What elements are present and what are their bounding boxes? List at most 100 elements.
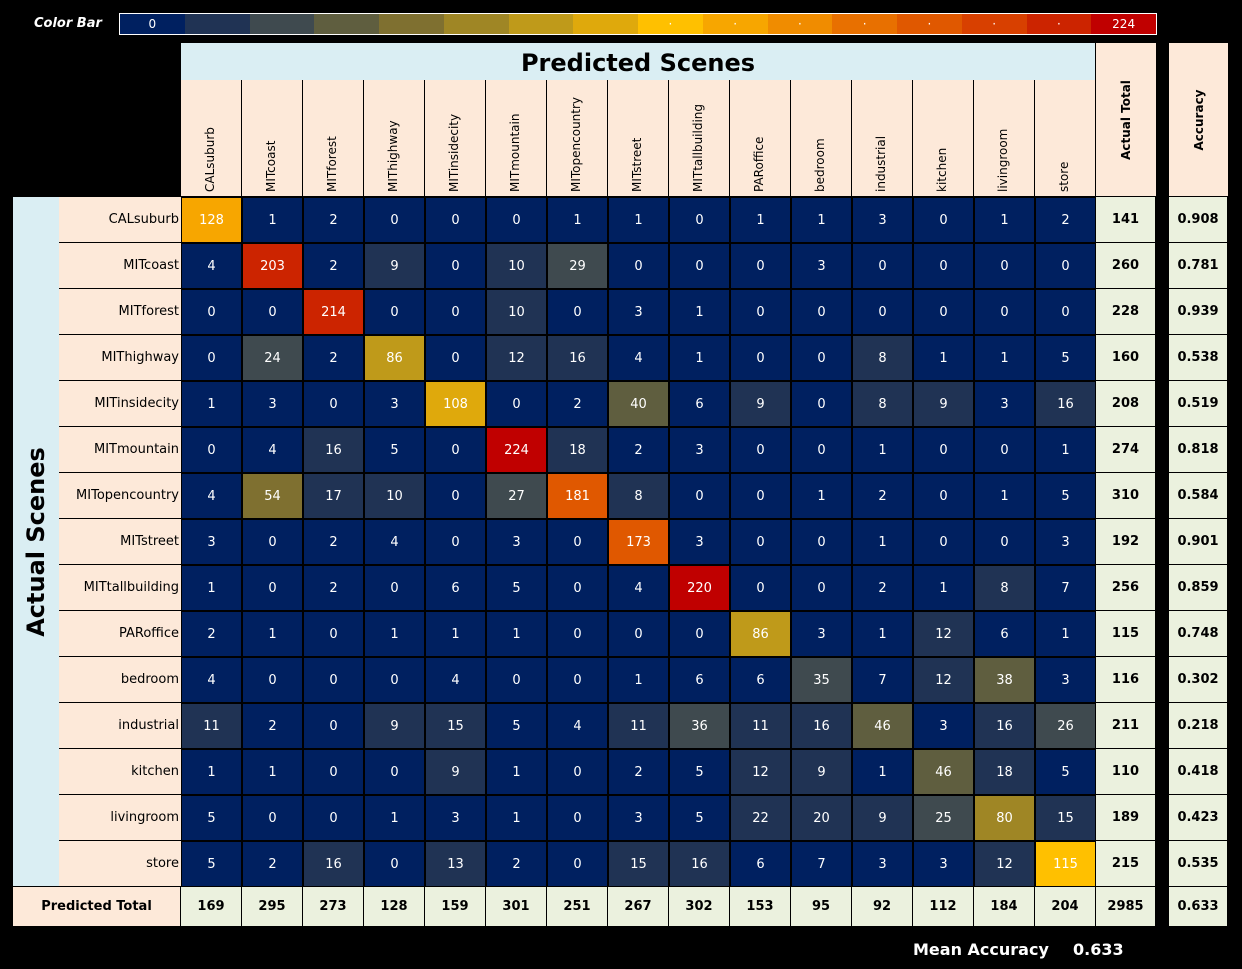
column-label-text: MITforest bbox=[325, 136, 339, 192]
row-label: kitchen bbox=[59, 749, 181, 795]
matrix-cell: 0 bbox=[303, 703, 364, 749]
matrix-cell: 0 bbox=[547, 519, 608, 565]
column-label-text: MITinsidecity bbox=[447, 113, 461, 192]
matrix-cell: 0 bbox=[364, 565, 425, 611]
predicted-total-cell: 92 bbox=[852, 887, 913, 927]
matrix-cell: 1 bbox=[974, 197, 1035, 243]
matrix-cell: 1 bbox=[547, 197, 608, 243]
y-axis-title-box: Actual Scenes bbox=[13, 197, 59, 886]
matrix-cell: 5 bbox=[364, 427, 425, 473]
matrix-cell: 16 bbox=[974, 703, 1035, 749]
predicted-total-cell: 159 bbox=[425, 887, 486, 927]
matrix-cell: 15 bbox=[1035, 795, 1096, 841]
actual-total-cell: 310 bbox=[1096, 473, 1156, 519]
matrix-cell: 0 bbox=[730, 289, 791, 335]
row-label: livingroom bbox=[59, 795, 181, 841]
color-bar-swatch: · bbox=[832, 14, 897, 34]
row-label: MITtallbuilding bbox=[59, 565, 181, 611]
column-label: MITstreet bbox=[608, 80, 669, 196]
matrix-cell: 2 bbox=[303, 335, 364, 381]
matrix-cell: 0 bbox=[730, 473, 791, 519]
actual-total-cell: 256 bbox=[1096, 565, 1156, 611]
matrix-cell: 3 bbox=[608, 289, 669, 335]
matrix-cell: 5 bbox=[181, 841, 242, 887]
matrix-cell: 5 bbox=[1035, 473, 1096, 519]
grand-total: 2985 bbox=[1096, 887, 1156, 927]
matrix-cell: 6 bbox=[425, 565, 486, 611]
color-bar-swatch: · bbox=[638, 14, 703, 34]
matrix-cell: 0 bbox=[303, 795, 364, 841]
color-bar-label: Color Bar bbox=[34, 16, 102, 31]
matrix-cell: 0 bbox=[425, 427, 486, 473]
matrix-cell: 4 bbox=[364, 519, 425, 565]
matrix-cell: 6 bbox=[669, 657, 730, 703]
matrix-cell: 0 bbox=[364, 657, 425, 703]
matrix-cell: 128 bbox=[181, 197, 242, 243]
matrix-cell: 9 bbox=[913, 381, 974, 427]
matrix-cell: 1 bbox=[852, 611, 913, 657]
matrix-cell: 46 bbox=[852, 703, 913, 749]
actual-total-cell: 189 bbox=[1096, 795, 1156, 841]
accuracy-cell: 0.939 bbox=[1169, 289, 1228, 335]
matrix-cell: 12 bbox=[730, 749, 791, 795]
matrix-cell: 3 bbox=[1035, 519, 1096, 565]
accuracy-cell: 0.859 bbox=[1169, 565, 1228, 611]
mean-accuracy-label: Mean Accuracy bbox=[913, 940, 1049, 959]
predicted-total-cell: 169 bbox=[181, 887, 242, 927]
accuracy-cell: 0.538 bbox=[1169, 335, 1228, 381]
row-label: MITinsidecity bbox=[59, 381, 181, 427]
matrix-cell: 1 bbox=[608, 197, 669, 243]
y-axis-title: Actual Scenes bbox=[22, 446, 50, 637]
column-label-text: MITmountain bbox=[508, 113, 522, 192]
matrix-cell: 4 bbox=[547, 703, 608, 749]
column-label: MITinsidecity bbox=[425, 80, 486, 196]
matrix-cell: 0 bbox=[425, 335, 486, 381]
matrix-cell: 0 bbox=[913, 473, 974, 519]
matrix-cell: 3 bbox=[974, 381, 1035, 427]
matrix-cell: 24 bbox=[242, 335, 303, 381]
accuracy-cell: 0.748 bbox=[1169, 611, 1228, 657]
matrix-cell: 26 bbox=[1035, 703, 1096, 749]
actual-total-cell: 260 bbox=[1096, 243, 1156, 289]
matrix-cell: 0 bbox=[242, 795, 303, 841]
matrix-cell: 220 bbox=[669, 565, 730, 611]
matrix-cell: 214 bbox=[303, 289, 364, 335]
matrix-cell: 4 bbox=[608, 335, 669, 381]
predicted-total-cell: 251 bbox=[547, 887, 608, 927]
matrix-cell: 3 bbox=[1035, 657, 1096, 703]
accuracy-cell: 0.818 bbox=[1169, 427, 1228, 473]
matrix-cell: 0 bbox=[547, 657, 608, 703]
color-bar-swatch: · bbox=[1026, 14, 1092, 34]
matrix-cell: 0 bbox=[974, 519, 1035, 565]
actual-total-header: Actual Total bbox=[1096, 43, 1156, 196]
matrix-cell: 16 bbox=[303, 841, 364, 887]
predicted-total-cell: 112 bbox=[913, 887, 974, 927]
actual-total-cell: 228 bbox=[1096, 289, 1156, 335]
matrix-cell: 1 bbox=[1035, 611, 1096, 657]
matrix-cell: 0 bbox=[669, 197, 730, 243]
matrix-cell: 29 bbox=[547, 243, 608, 289]
row-label: MITforest bbox=[59, 289, 181, 335]
matrix-cell: 12 bbox=[486, 335, 547, 381]
matrix-cell: 3 bbox=[425, 795, 486, 841]
matrix-cell: 203 bbox=[242, 243, 303, 289]
overall-accuracy: 0.633 bbox=[1169, 887, 1228, 927]
matrix-cell: 1 bbox=[974, 335, 1035, 381]
matrix-cell: 0 bbox=[364, 841, 425, 887]
matrix-cell: 16 bbox=[547, 335, 608, 381]
accuracy-cell: 0.781 bbox=[1169, 243, 1228, 289]
matrix-cell: 4 bbox=[181, 243, 242, 289]
matrix-cell: 7 bbox=[1035, 565, 1096, 611]
matrix-cell: 0 bbox=[974, 289, 1035, 335]
matrix-cell: 0 bbox=[852, 289, 913, 335]
accuracy-cell: 0.218 bbox=[1169, 703, 1228, 749]
matrix-cell: 0 bbox=[486, 381, 547, 427]
matrix-cell: 0 bbox=[791, 519, 852, 565]
matrix-cell: 2 bbox=[303, 519, 364, 565]
matrix-cell: 0 bbox=[181, 335, 242, 381]
matrix-cell: 0 bbox=[913, 519, 974, 565]
mean-accuracy-value: 0.633 bbox=[1073, 940, 1124, 959]
matrix-cell: 0 bbox=[364, 749, 425, 795]
matrix-cell: 0 bbox=[425, 197, 486, 243]
color-bar-swatch: · bbox=[767, 14, 833, 34]
